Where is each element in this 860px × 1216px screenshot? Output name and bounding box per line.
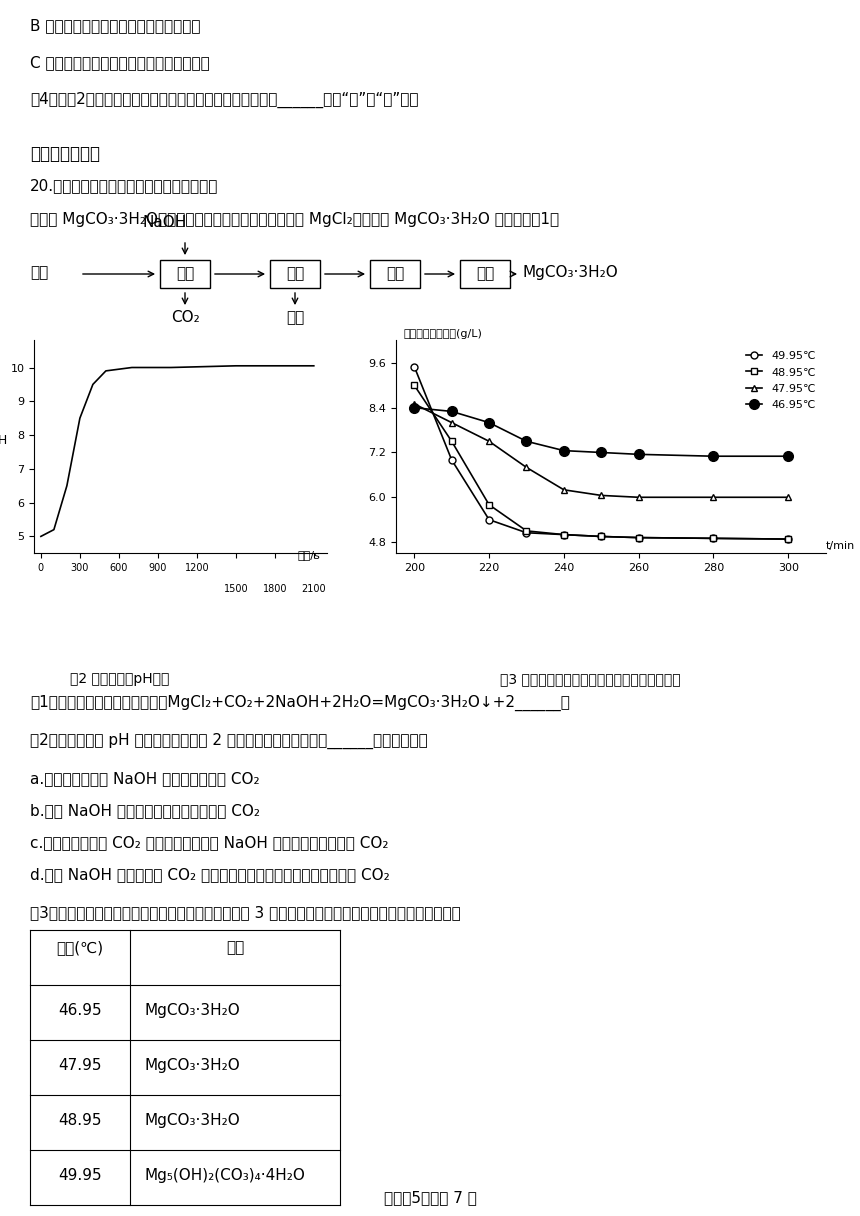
- Text: MgCO₃·3H₂O: MgCO₃·3H₂O: [145, 1003, 241, 1018]
- 47.95°C: [484, 434, 494, 449]
- 49.95°C: [521, 525, 531, 540]
- Text: 过滤: 过滤: [286, 266, 304, 281]
- Text: 沉淀: 沉淀: [176, 266, 194, 281]
- Text: （3）沉淠过程的溶液中镁离子含量随时间的变化如图 3 所示，不同温度下所得到沉淠产物如下表所示。: （3）沉淠过程的溶液中镁离子含量随时间的变化如图 3 所示，不同温度下所得到沉淠…: [30, 905, 461, 921]
- 49.95°C: [596, 529, 606, 544]
- 46.95°C: [521, 434, 531, 449]
- Text: MgCO₃·3H₂O: MgCO₃·3H₂O: [522, 265, 617, 280]
- Text: 溶液中镁离子含量(g/L): 溶液中镁离子含量(g/L): [403, 328, 482, 339]
- 46.95°C: [484, 416, 494, 430]
- Text: 图1 获取MgCO₃·3H₂O的工艺流程: 图1 获取MgCO₃·3H₂O的工艺流程: [123, 345, 307, 360]
- Text: 46.95: 46.95: [58, 1003, 101, 1018]
- 48.95°C: [409, 378, 420, 393]
- 46.95°C: [559, 444, 569, 458]
- Text: 三、科学探究题: 三、科学探究题: [30, 145, 100, 163]
- 49.95°C: [446, 452, 457, 467]
- 49.95°C: [484, 512, 494, 527]
- Text: 产物: 产物: [226, 940, 244, 955]
- Text: a.　向幵水中滴加 NaOH 溶液，同时通入 CO₂: a. 向幵水中滴加 NaOH 溶液，同时通入 CO₂: [30, 771, 260, 786]
- Line: 46.95°C: 46.95°C: [409, 402, 793, 461]
- Text: 300: 300: [71, 563, 89, 574]
- FancyBboxPatch shape: [370, 260, 420, 288]
- 48.95°C: [634, 530, 644, 545]
- Text: 洗涤: 洗涤: [386, 266, 404, 281]
- 48.95°C: [559, 528, 569, 542]
- Legend: 49.95℃, 48.95℃, 47.95℃, 46.95℃: 49.95℃, 48.95℃, 47.95℃, 46.95℃: [741, 347, 820, 415]
- Line: 49.95°C: 49.95°C: [411, 364, 792, 542]
- 46.95°C: [709, 449, 719, 463]
- Text: 900: 900: [149, 563, 167, 574]
- 48.95°C: [596, 529, 606, 544]
- Text: 试卷第5页，共 7 页: 试卷第5页，共 7 页: [384, 1190, 476, 1205]
- Text: 滤液: 滤液: [286, 310, 304, 325]
- 48.95°C: [521, 524, 531, 539]
- Text: t/min: t/min: [826, 541, 855, 551]
- 47.95°C: [409, 396, 420, 411]
- Text: 时间/s: 时间/s: [298, 550, 320, 559]
- Text: 20.　碳酸镁水合物是制备镁产品的中间体。: 20. 碳酸镁水合物是制备镁产品的中间体。: [30, 178, 218, 193]
- 48.95°C: [446, 434, 457, 449]
- 49.95°C: [634, 530, 644, 545]
- Text: 600: 600: [110, 563, 128, 574]
- Text: NaOH: NaOH: [143, 215, 187, 230]
- Line: 47.95°C: 47.95°C: [411, 400, 792, 501]
- 46.95°C: [409, 400, 420, 415]
- Text: B 在蒸发池里，海水中水的质量逐渐增加: B 在蒸发池里，海水中水的质量逐渐增加: [30, 18, 200, 33]
- Text: MgCO₃·3H₂O: MgCO₃·3H₂O: [145, 1113, 241, 1128]
- FancyBboxPatch shape: [160, 260, 210, 288]
- Text: 卤水: 卤水: [30, 265, 48, 280]
- 49.95°C: [709, 531, 719, 546]
- Text: 图2 沉淠过程的pH变化: 图2 沉淠过程的pH变化: [71, 672, 169, 686]
- Text: 烘干: 烘干: [476, 266, 494, 281]
- Text: 温度(℃): 温度(℃): [57, 940, 103, 955]
- 46.95°C: [783, 449, 794, 463]
- Text: 【制取 MgCO₃·3H₂O】工业上从弱碱性幵水（主要成分为 MgCl₂）中荣取 MgCO₃·3H₂O 的方法如图1：: 【制取 MgCO₃·3H₂O】工业上从弱碱性幵水（主要成分为 MgCl₂）中荣取…: [30, 212, 559, 227]
- Y-axis label: pH: pH: [0, 434, 9, 447]
- Text: c.　向幵水中通入 CO₂ 至饱和，然后滴加 NaOH 溶液，同时继续通入 CO₂: c. 向幵水中通入 CO₂ 至饱和，然后滴加 NaOH 溶液，同时继续通入 CO…: [30, 835, 389, 850]
- 46.95°C: [634, 447, 644, 462]
- Text: b.　向 NaOH 溶液中滴加幵水，同时通入 CO₂: b. 向 NaOH 溶液中滴加幵水，同时通入 CO₂: [30, 803, 260, 818]
- Text: （2）沉淠过程的 pH 随时间的变化如图 2 所示，沉淠过程的操作为______（填标号）。: （2）沉淠过程的 pH 随时间的变化如图 2 所示，沉淠过程的操作为______…: [30, 733, 427, 749]
- Text: 1500: 1500: [224, 584, 249, 593]
- Text: 图3 不同温度下溶液中镁离子含量随时间的变化: 图3 不同温度下溶液中镁离子含量随时间的变化: [500, 672, 680, 686]
- Line: 48.95°C: 48.95°C: [411, 382, 792, 542]
- 48.95°C: [709, 531, 719, 546]
- Text: 1200: 1200: [185, 563, 209, 574]
- Text: CO₂: CO₂: [170, 310, 200, 325]
- 46.95°C: [596, 445, 606, 460]
- 47.95°C: [521, 460, 531, 474]
- 46.95°C: [446, 404, 457, 418]
- Text: 0: 0: [38, 563, 44, 574]
- FancyBboxPatch shape: [270, 260, 320, 288]
- Text: 49.95: 49.95: [58, 1169, 101, 1183]
- 47.95°C: [596, 488, 606, 502]
- Text: （4）如图2溶解度曲线图中，能表示氯化钓溶解度曲线的是______（填“甲”或“乙”）。: （4）如图2溶解度曲线图中，能表示氯化钓溶解度曲线的是______（填“甲”或“…: [30, 92, 419, 108]
- 47.95°C: [783, 490, 794, 505]
- Text: C 析出晶体后的母液是氯化钓的不饱和溶液: C 析出晶体后的母液是氯化钓的不饱和溶液: [30, 55, 210, 71]
- Text: 1800: 1800: [262, 584, 287, 593]
- Text: （1）沉淠过程的化学方程式为：MgCl₂+CO₂+2NaOH+2H₂O=MgCO₃·3H₂O↓+2______。: （1）沉淠过程的化学方程式为：MgCl₂+CO₂+2NaOH+2H₂O=MgCO…: [30, 696, 570, 711]
- 47.95°C: [634, 490, 644, 505]
- 47.95°C: [559, 483, 569, 497]
- Text: d.　向 NaOH 溶液中通入 CO₂ 至饱和，然后滴加幵水，同时继续通入 CO₂: d. 向 NaOH 溶液中通入 CO₂ 至饱和，然后滴加幵水，同时继续通入 CO…: [30, 867, 390, 882]
- 48.95°C: [783, 531, 794, 546]
- 49.95°C: [409, 359, 420, 373]
- Text: 48.95: 48.95: [58, 1113, 101, 1128]
- 47.95°C: [446, 416, 457, 430]
- 49.95°C: [783, 531, 794, 546]
- FancyBboxPatch shape: [460, 260, 510, 288]
- Text: 47.95: 47.95: [58, 1058, 101, 1073]
- Text: 2100: 2100: [302, 584, 326, 593]
- Text: Mg₅(OH)₂(CO₃)₄·4H₂O: Mg₅(OH)₂(CO₃)₄·4H₂O: [145, 1169, 306, 1183]
- 49.95°C: [559, 528, 569, 542]
- 48.95°C: [484, 497, 494, 512]
- Text: MgCO₃·3H₂O: MgCO₃·3H₂O: [145, 1058, 241, 1073]
- 47.95°C: [709, 490, 719, 505]
